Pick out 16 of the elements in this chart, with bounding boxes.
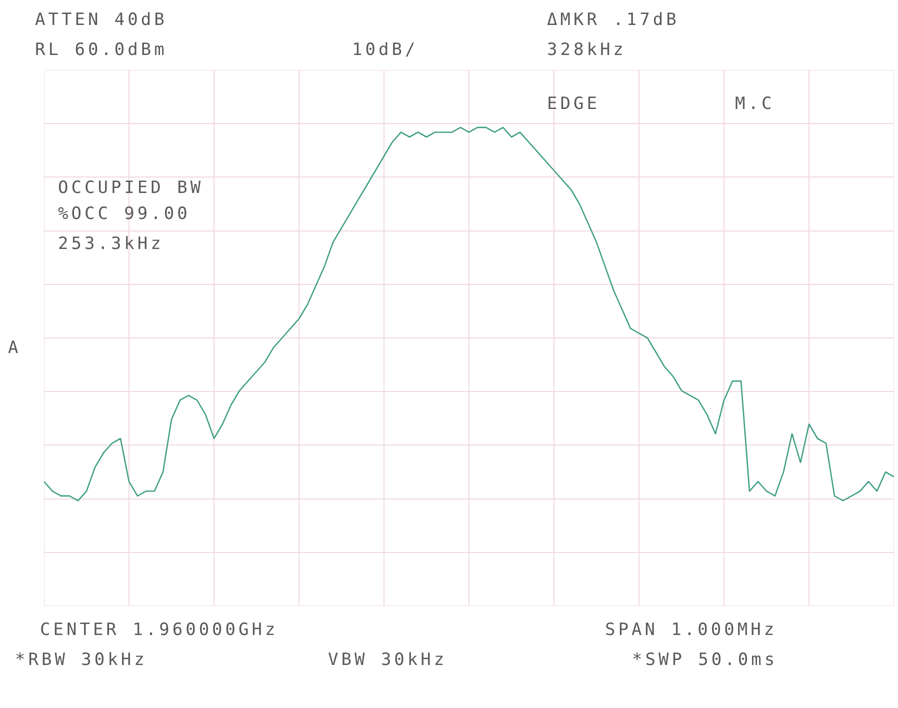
text: *RBW 30kHz: [15, 650, 148, 670]
text: CENTER 1.960000GHz: [40, 620, 278, 640]
annotation: 253.3kHz: [58, 234, 164, 254]
text: *SWP 50.0ms: [632, 650, 778, 670]
text: SPAN 1.000MHz: [605, 620, 778, 640]
text: 10dB/: [352, 40, 418, 60]
text: ATTEN 40dB: [35, 10, 168, 30]
annotation: %OCC 99.00: [58, 204, 190, 224]
text: EDGE: [547, 94, 600, 114]
text: VBW 30kHz: [328, 650, 448, 670]
annotation: OCCUPIED BW: [58, 178, 204, 198]
text: 328kHz: [547, 40, 626, 60]
text: M.C: [735, 94, 775, 114]
text: RL 60.0dBm: [35, 40, 168, 60]
text: A: [8, 338, 22, 358]
text: ΔMKR .17dB: [547, 10, 680, 30]
